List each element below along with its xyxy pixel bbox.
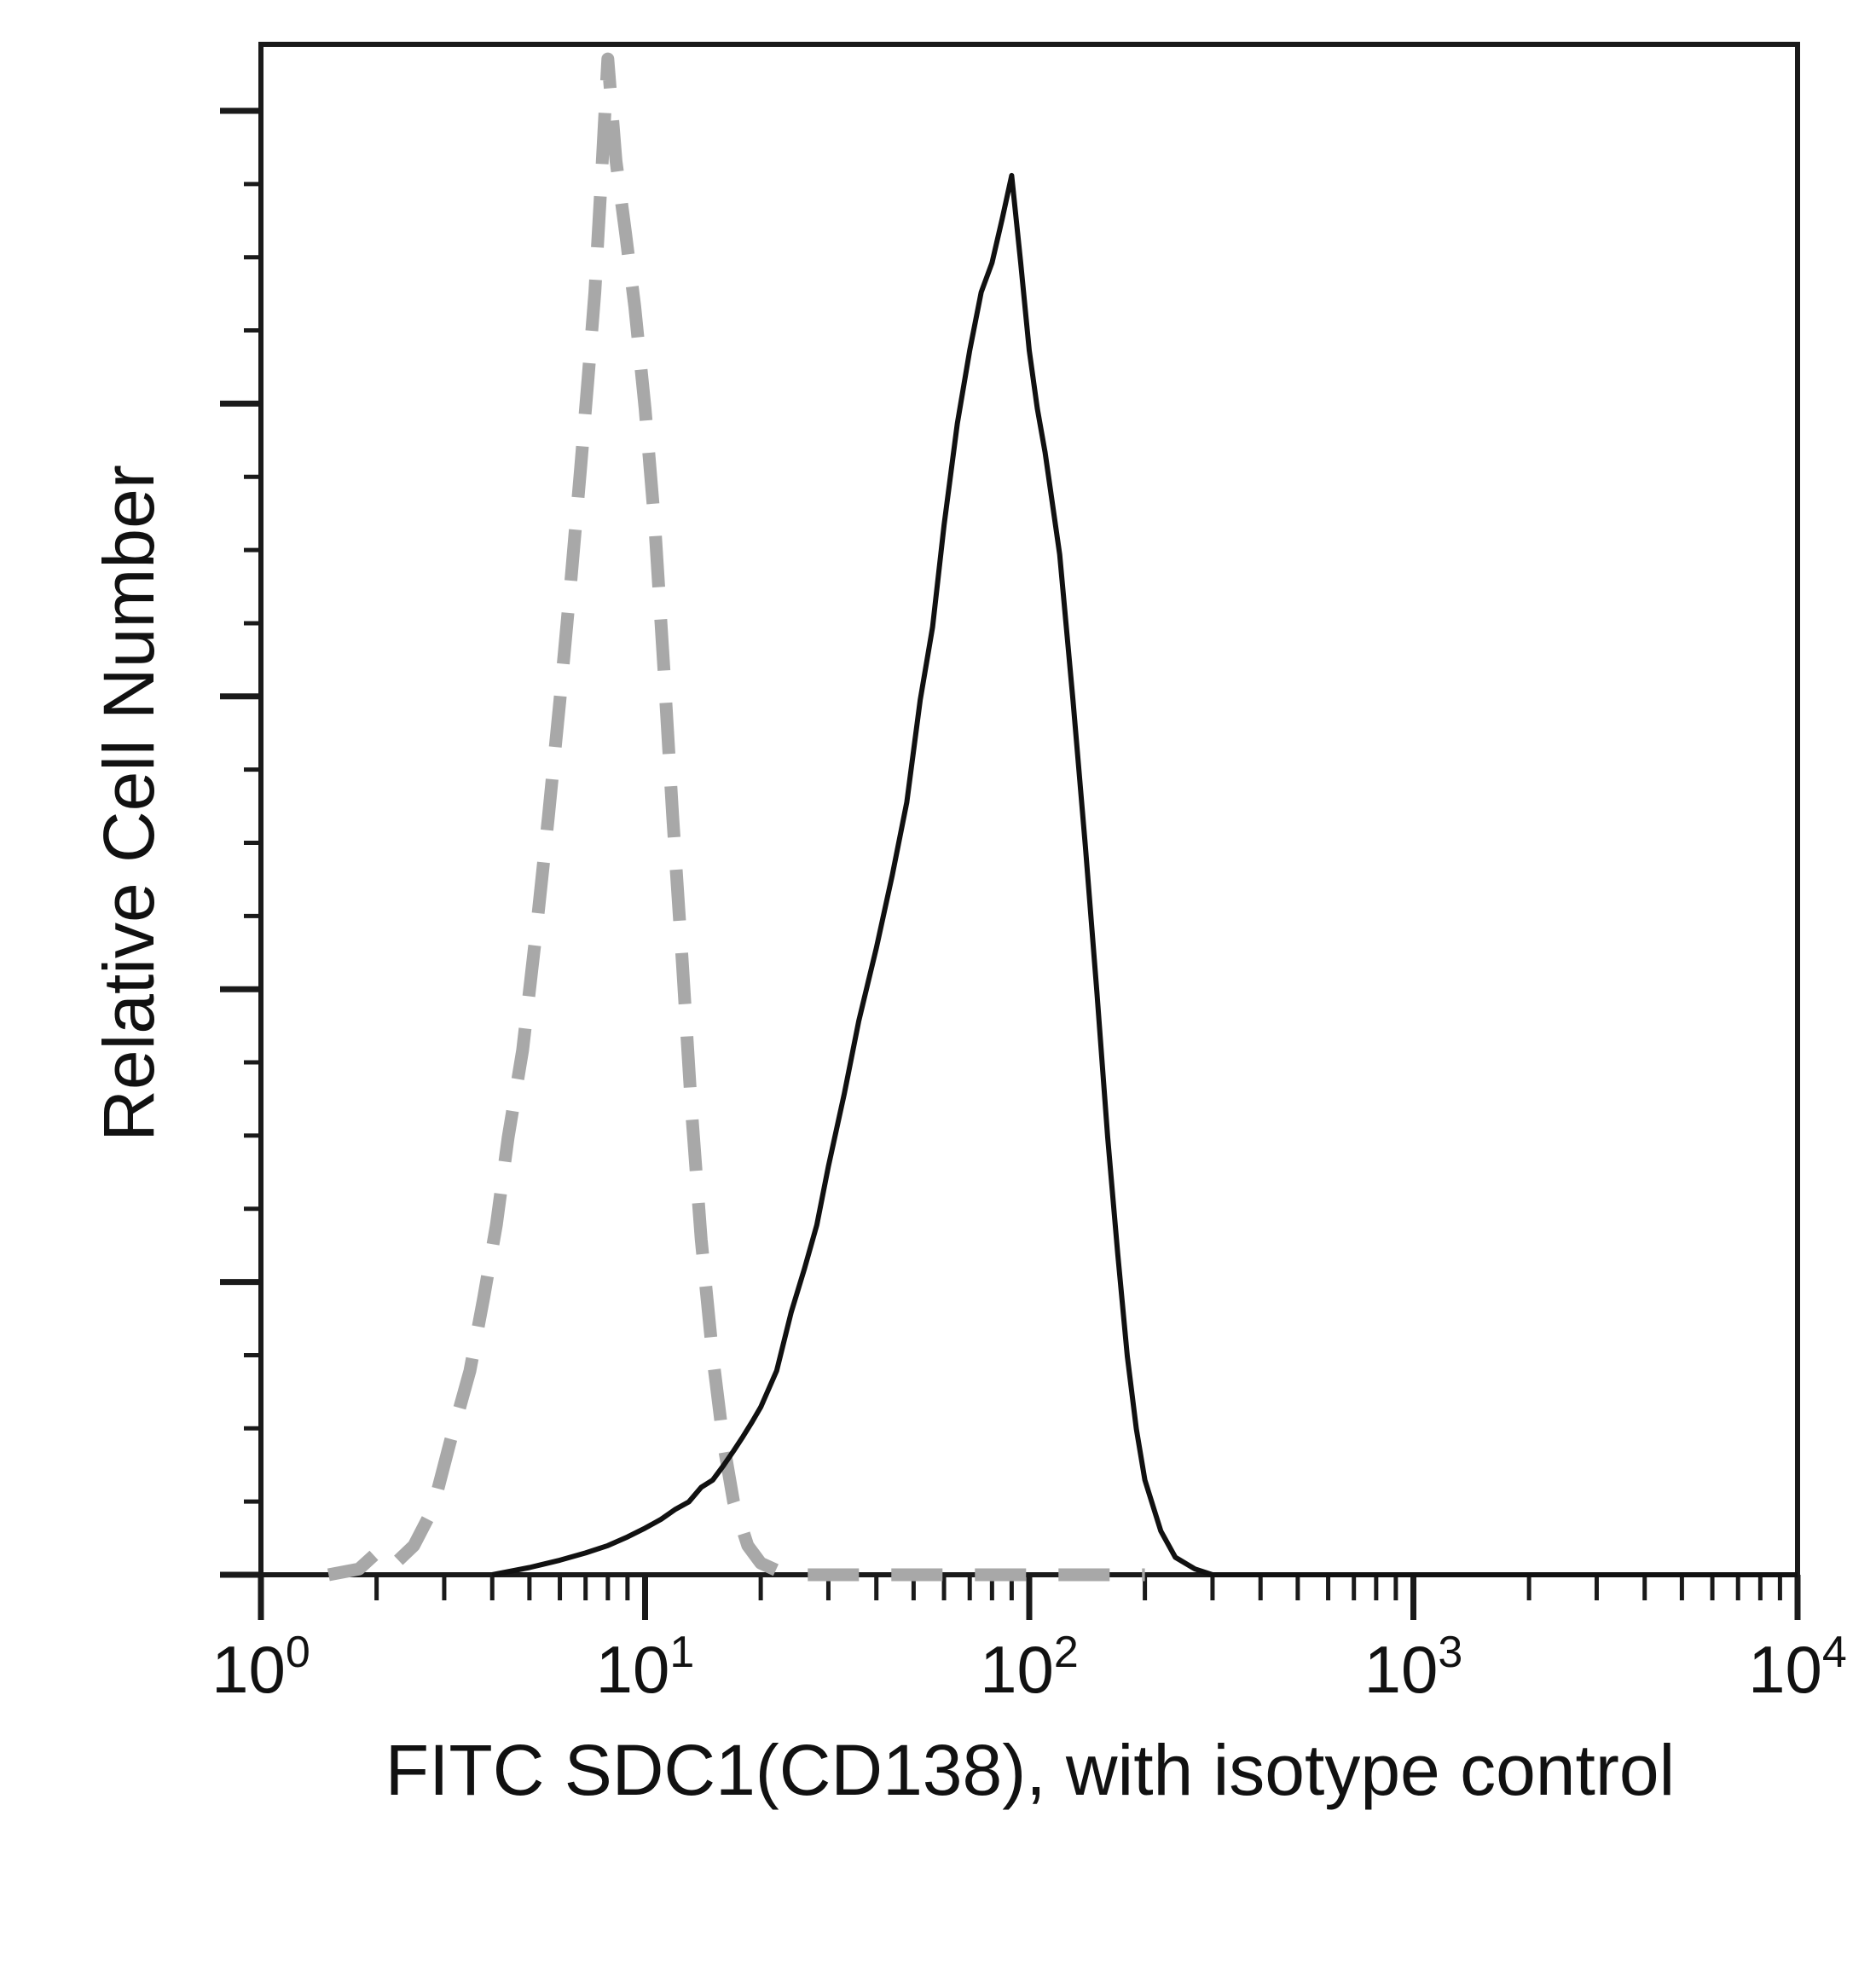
- series-layer: [327, 52, 1798, 1582]
- x-axis-label: FITC SDC1(CD138), with isotype control: [385, 1730, 1675, 1810]
- isotype-control-curve: [327, 52, 1145, 1582]
- x-tick-label: 103: [1364, 1628, 1463, 1707]
- sample-curve: [491, 172, 1798, 1577]
- x-tick-label: 102: [980, 1628, 1079, 1707]
- x-axis-tick-labels: 100 101 102 103 104: [211, 1628, 1847, 1707]
- x-axis-ticks: [258, 1575, 1801, 1620]
- y-axis-ticks: [220, 107, 261, 1578]
- plot-frame: [258, 42, 1800, 1577]
- x-tick-label: 104: [1748, 1628, 1847, 1707]
- x-tick-label: 100: [211, 1628, 310, 1707]
- y-axis-label: Relative Cell Number: [89, 465, 169, 1142]
- x-tick-label: 101: [596, 1628, 695, 1707]
